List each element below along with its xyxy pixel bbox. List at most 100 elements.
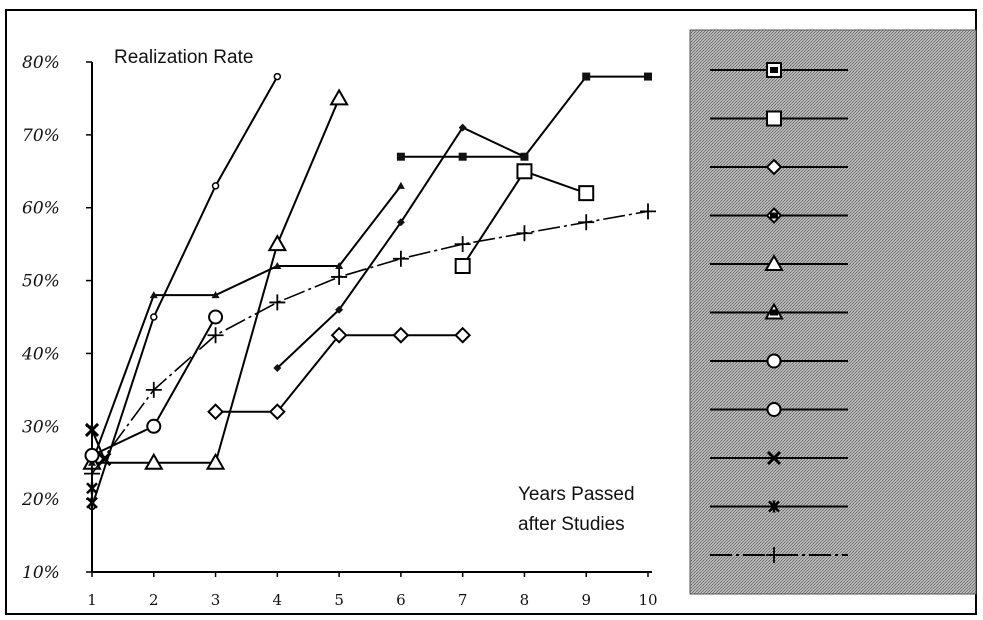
- x-tick-label: 7: [458, 591, 468, 609]
- square-marker: [578, 185, 595, 202]
- series-6: [88, 181, 405, 466]
- diamond-marker: [396, 218, 405, 227]
- series-line: [91, 185, 402, 464]
- circle-marker: [766, 402, 782, 417]
- y-tick-label: 50%: [22, 272, 60, 292]
- point-marker: [207, 403, 224, 421]
- diamond-marker: [330, 326, 348, 344]
- triangle-marker: [273, 262, 282, 269]
- x-marker: [768, 500, 780, 513]
- point-marker: [84, 422, 100, 437]
- diamond-marker: [765, 158, 783, 176]
- point-marker: [392, 326, 410, 344]
- point-marker: [273, 72, 282, 81]
- y-tick-label: 40%: [21, 344, 60, 364]
- legend-entry-5: [710, 253, 848, 271]
- point-marker: [335, 262, 344, 269]
- point-marker: [208, 309, 224, 325]
- legend-marker-fill: [770, 67, 778, 73]
- square-marker: [396, 152, 405, 161]
- x-tick-label: 5: [334, 591, 344, 609]
- plus-marker: [207, 327, 224, 344]
- series-7: [88, 72, 282, 511]
- x-marker: [766, 450, 782, 466]
- point-marker: [86, 482, 98, 495]
- y-tick-label: 70%: [22, 126, 60, 146]
- x-marker: [84, 422, 100, 437]
- legend-entries: [710, 62, 848, 563]
- point-marker: [392, 250, 409, 267]
- plus-marker: [454, 236, 471, 253]
- diamond-marker: [207, 403, 224, 421]
- legend-marker-fill: [770, 309, 778, 316]
- point-marker: [268, 403, 286, 421]
- legend-entry-4: [710, 207, 848, 224]
- point-marker: [149, 291, 158, 299]
- point-marker: [86, 496, 98, 509]
- series-9: [84, 422, 112, 467]
- point-marker: [330, 326, 348, 344]
- point-marker: [331, 268, 348, 285]
- plus-marker: [145, 381, 162, 398]
- x-tick-label: 8: [520, 591, 530, 609]
- x-tick-label: 3: [211, 591, 221, 609]
- point-marker: [768, 500, 780, 513]
- square-marker: [454, 258, 471, 274]
- circle-marker: [208, 309, 224, 325]
- series-line: [91, 76, 279, 507]
- y-tick-label: 80%: [22, 53, 60, 73]
- point-marker: [454, 236, 471, 253]
- point-marker: [766, 353, 782, 369]
- diamond-marker: [335, 305, 344, 314]
- series-2: [454, 163, 595, 274]
- x-tick-label: 10: [638, 591, 657, 609]
- x-tick-label: 9: [581, 591, 591, 609]
- x-marker: [86, 482, 98, 495]
- legend-entry-9: [710, 450, 848, 466]
- axes: 10% 20% 30% 40% 50% 60% 70% 80% 1 2 3 4 5 6 7 8 9 10: [21, 53, 658, 609]
- point-marker: [396, 181, 405, 189]
- x-axis-label-line2: after Studies: [518, 514, 625, 535]
- x-tick-label: 1: [87, 591, 97, 609]
- point-marker: [84, 465, 100, 482]
- diamond-marker: [458, 123, 467, 132]
- plus-marker: [640, 203, 656, 220]
- legend-entry-8: [710, 402, 848, 417]
- square-marker: [644, 72, 652, 81]
- series-10: [86, 482, 98, 509]
- point-marker: [207, 327, 224, 344]
- diamond-marker: [454, 326, 472, 344]
- point-marker: [766, 547, 782, 563]
- diamond-marker: [273, 364, 282, 372]
- point-marker: [396, 218, 405, 227]
- plus-marker: [331, 268, 348, 285]
- circle-marker: [150, 313, 158, 321]
- legend-entry-3: [710, 158, 848, 176]
- point-marker: [578, 185, 595, 202]
- point-marker: [454, 326, 472, 344]
- point-marker: [458, 123, 467, 132]
- point-marker: [458, 152, 467, 161]
- plus-marker: [392, 250, 409, 267]
- point-marker: [267, 234, 288, 252]
- triangle-marker: [335, 262, 344, 269]
- circle-marker: [211, 182, 220, 190]
- series-line: [215, 334, 463, 413]
- plus-marker: [269, 294, 286, 311]
- point-marker: [516, 225, 533, 242]
- y-tick-label: 60%: [22, 199, 60, 219]
- point-marker: [205, 452, 226, 470]
- series-line: [400, 75, 648, 158]
- point-marker: [765, 158, 783, 176]
- plus-marker: [84, 465, 100, 482]
- point-marker: [766, 402, 782, 417]
- x-marker: [86, 496, 98, 509]
- point-marker: [273, 364, 282, 372]
- triangle-marker: [396, 181, 405, 189]
- x-tick-label: 6: [396, 591, 406, 609]
- point-marker: [145, 381, 162, 398]
- square-marker: [766, 110, 782, 127]
- triangle-marker: [211, 291, 220, 299]
- point-marker: [269, 294, 286, 311]
